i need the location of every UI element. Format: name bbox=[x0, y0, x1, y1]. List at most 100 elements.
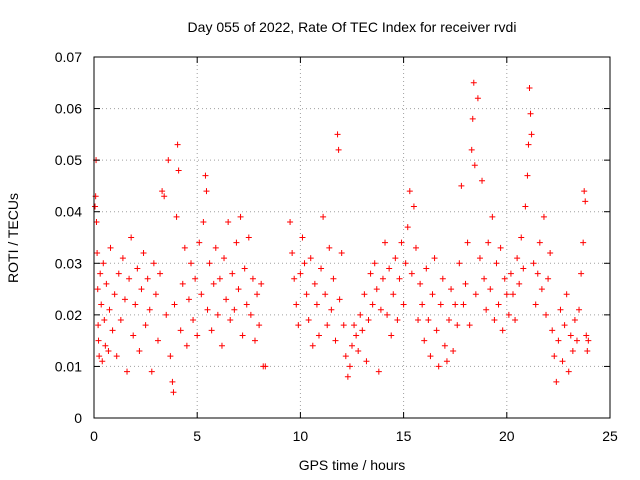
data-point bbox=[126, 275, 133, 282]
data-point bbox=[109, 327, 116, 334]
data-point bbox=[136, 347, 143, 354]
data-point bbox=[138, 286, 145, 293]
data-point bbox=[111, 291, 118, 298]
data-point bbox=[169, 378, 176, 385]
data-point bbox=[454, 322, 461, 329]
data-point bbox=[146, 306, 153, 313]
data-point bbox=[394, 317, 401, 324]
data-point bbox=[573, 337, 580, 344]
data-point bbox=[183, 342, 190, 349]
data-point bbox=[367, 270, 374, 277]
data-point bbox=[514, 255, 521, 262]
data-point bbox=[150, 260, 157, 267]
data-point bbox=[342, 353, 349, 360]
data-point bbox=[373, 286, 380, 293]
data-point bbox=[567, 332, 574, 339]
data-point bbox=[543, 311, 550, 318]
data-point bbox=[476, 255, 483, 262]
data-point bbox=[549, 327, 556, 334]
data-point bbox=[105, 347, 112, 354]
axis-ticks bbox=[93, 56, 611, 419]
data-point bbox=[582, 198, 589, 205]
data-point bbox=[487, 286, 494, 293]
data-point bbox=[214, 311, 221, 318]
data-points bbox=[92, 79, 592, 396]
data-point bbox=[338, 249, 345, 256]
data-point bbox=[159, 188, 166, 195]
data-point bbox=[534, 270, 541, 277]
data-point bbox=[526, 84, 533, 91]
data-point bbox=[218, 342, 225, 349]
data-point bbox=[505, 311, 512, 318]
data-point bbox=[344, 373, 351, 380]
data-point bbox=[247, 311, 254, 318]
y-tick-label: 0.07 bbox=[55, 49, 82, 65]
data-point bbox=[433, 327, 440, 334]
data-point bbox=[175, 167, 182, 174]
data-point bbox=[398, 239, 405, 246]
data-point bbox=[295, 322, 302, 329]
data-point bbox=[578, 270, 585, 277]
data-point bbox=[569, 347, 576, 354]
data-point bbox=[563, 291, 570, 298]
data-point bbox=[497, 244, 504, 251]
data-point bbox=[509, 291, 516, 298]
data-point bbox=[390, 291, 397, 298]
data-point bbox=[163, 311, 170, 318]
data-point bbox=[208, 327, 215, 334]
data-point bbox=[301, 260, 308, 267]
data-point bbox=[245, 234, 252, 241]
x-tick-label: 0 bbox=[90, 428, 98, 444]
data-point bbox=[441, 342, 448, 349]
data-point bbox=[188, 260, 195, 267]
data-point bbox=[464, 239, 471, 246]
data-point bbox=[439, 275, 446, 282]
data-point bbox=[322, 291, 329, 298]
data-point bbox=[518, 234, 525, 241]
data-point bbox=[100, 260, 107, 267]
data-point bbox=[349, 342, 355, 349]
data-point bbox=[365, 317, 372, 324]
data-point bbox=[491, 317, 498, 324]
data-point bbox=[212, 244, 219, 251]
data-point bbox=[134, 265, 141, 272]
data-point bbox=[361, 291, 368, 298]
y-tick-label: 0.01 bbox=[55, 358, 82, 374]
data-point bbox=[101, 317, 108, 324]
data-point bbox=[527, 110, 534, 117]
data-point bbox=[525, 141, 532, 148]
data-point bbox=[547, 249, 554, 256]
data-point bbox=[148, 368, 155, 375]
data-point bbox=[483, 306, 490, 313]
data-point bbox=[501, 275, 508, 282]
data-point bbox=[423, 265, 430, 272]
data-point bbox=[528, 131, 535, 138]
data-point bbox=[140, 249, 147, 256]
data-point bbox=[460, 301, 467, 308]
data-point bbox=[410, 203, 417, 210]
data-point bbox=[102, 342, 109, 349]
data-point bbox=[489, 213, 496, 220]
data-point bbox=[202, 172, 209, 179]
data-point bbox=[185, 296, 192, 303]
data-point bbox=[377, 306, 384, 313]
data-point bbox=[103, 280, 110, 287]
data-point bbox=[115, 270, 122, 277]
data-point bbox=[351, 322, 358, 329]
data-point bbox=[470, 79, 477, 86]
data-point bbox=[408, 270, 415, 277]
data-point bbox=[584, 347, 591, 354]
data-point bbox=[336, 296, 343, 303]
data-point bbox=[421, 337, 428, 344]
data-point bbox=[551, 353, 558, 360]
x-tick-label: 10 bbox=[293, 428, 309, 444]
data-point bbox=[303, 291, 310, 298]
data-point bbox=[299, 234, 306, 241]
data-point bbox=[379, 275, 386, 282]
data-point bbox=[332, 337, 339, 344]
data-point bbox=[512, 317, 519, 324]
data-point bbox=[194, 332, 201, 339]
y-tick-label: 0.06 bbox=[55, 101, 82, 117]
data-point bbox=[446, 317, 453, 324]
data-point bbox=[402, 260, 409, 267]
